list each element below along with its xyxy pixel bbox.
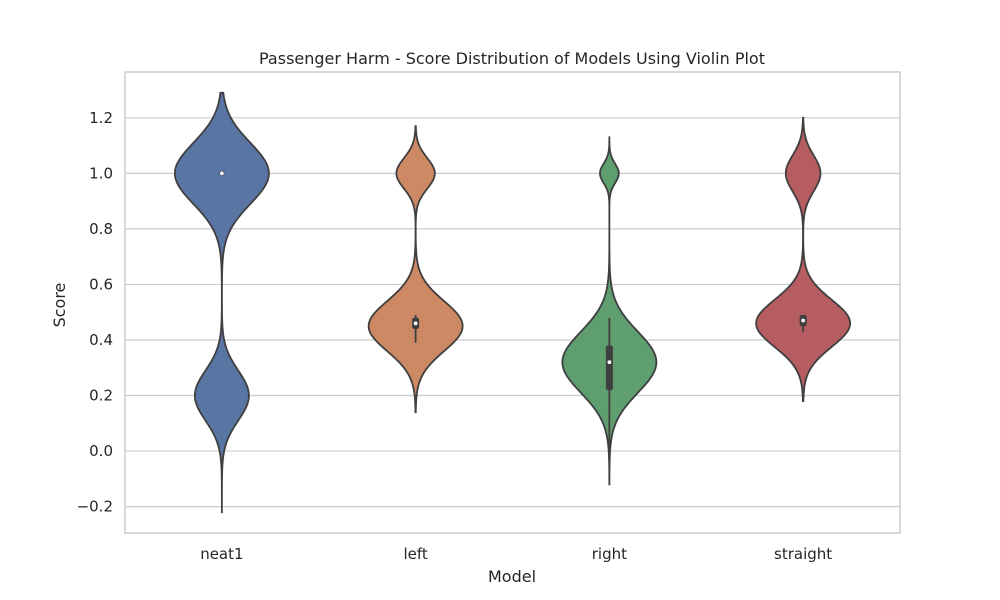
median-point-right: [606, 359, 612, 365]
x-tick-label: neat1: [200, 545, 243, 563]
median-point-left: [413, 320, 419, 326]
y-tick-label: 1.0: [89, 164, 113, 182]
plot-frame: [124, 71, 901, 534]
y-tick-label: −0.2: [77, 498, 113, 516]
violins: [173, 91, 852, 514]
violin-neat1: [173, 91, 270, 514]
x-axis-label: Model: [488, 567, 536, 586]
chart-title: Passenger Harm - Score Distribution of M…: [259, 49, 765, 68]
x-tick-labels: neat1 left right straight: [200, 545, 832, 563]
violin-right: [561, 136, 658, 486]
iqr-box-right: [605, 345, 613, 390]
x-tick-label: straight: [774, 545, 832, 563]
y-tick-labels: −0.2 0.0 0.2 0.4 0.6 0.8 1.0 1.2: [77, 109, 113, 516]
x-tick-label: left: [403, 545, 427, 563]
x-tick-label: right: [592, 545, 627, 563]
y-tick-label: 1.2: [89, 109, 113, 127]
median-point-neat1: [219, 170, 225, 176]
y-axis-label: Score: [50, 283, 69, 328]
violin-straight: [755, 116, 852, 402]
y-tick-label: 0.6: [89, 275, 113, 293]
y-tick-label: 0.8: [89, 220, 113, 238]
y-tick-label: 0.4: [89, 331, 113, 349]
median-point-straight: [800, 318, 806, 324]
y-tick-label: 0.0: [89, 442, 113, 460]
violin-left: [367, 125, 464, 414]
y-tick-label: 0.2: [89, 387, 113, 405]
